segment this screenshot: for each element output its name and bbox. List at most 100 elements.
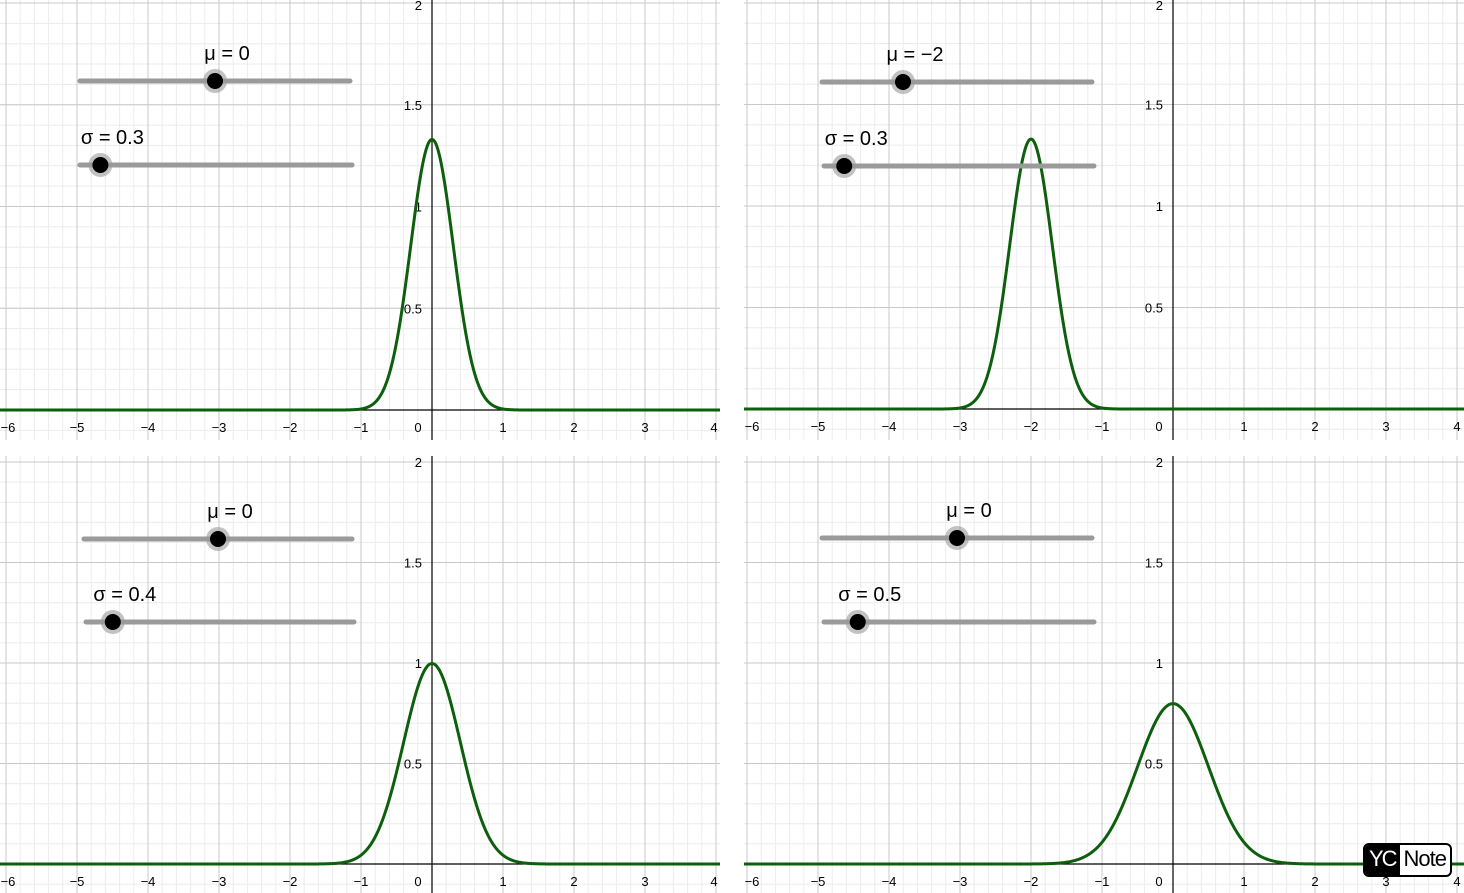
slider-knob[interactable]: [104, 614, 121, 630]
x-tick-label: 2: [1311, 874, 1318, 889]
x-tick-label: 0: [414, 874, 421, 889]
x-tick-label: −3: [953, 419, 968, 434]
graph-panel-top-left[interactable]: −6 −5 −4 −3 −2 −1 0 1 2 3 4 0.5 1 1.5 2 μ = 0 σ = 0.3: [0, 0, 720, 440]
y-tick-label: 2: [415, 0, 422, 13]
graph-svg: −6 −5 −4 −3 −2 −1 0 1 2 3 4 0.5 1 1.5 2 μ = 0 σ = 0.3: [0, 0, 720, 440]
normal-curve: [0, 137, 720, 412]
x-tick-label: −3: [953, 874, 968, 889]
x-tick-label: 0: [414, 420, 421, 435]
x-tick-label: −6: [1, 420, 16, 435]
x-tick-label: 4: [1453, 874, 1460, 889]
slider-knob[interactable]: [207, 73, 223, 89]
x-tick-label: 2: [570, 874, 577, 889]
x-tick-label: −1: [1095, 874, 1110, 889]
sigma-slider[interactable]: σ = 0.5: [821, 584, 1097, 634]
mu-slider[interactable]: μ = 0: [77, 43, 353, 93]
graph-svg: −6 −5 −4 −3 −2 −1 0 1 2 3 4 0.5 1 1.5 2 μ = 0 σ = 0.4: [0, 456, 720, 893]
slider-label: μ = 0: [204, 43, 249, 65]
x-tick-label: −5: [811, 874, 826, 889]
y-tick-label: 1.5: [404, 556, 422, 571]
x-tick-label: 0: [1155, 419, 1162, 434]
y-tick-label: 0.5: [1145, 301, 1163, 316]
x-tick-label: −2: [283, 420, 298, 435]
slider-knob[interactable]: [949, 530, 965, 546]
x-tick-label: −5: [70, 874, 85, 889]
y-tick-label: 1: [1156, 656, 1163, 671]
y-tick-label: 2: [415, 456, 422, 470]
mu-slider[interactable]: μ = 0: [819, 500, 1095, 550]
x-tick-label: 3: [641, 420, 648, 435]
y-tick-label: 2: [1156, 456, 1163, 470]
x-tick-label: 3: [1382, 419, 1389, 434]
x-tick-label: 4: [710, 874, 717, 889]
x-tick-label: −2: [283, 874, 298, 889]
x-tick-label: −6: [745, 874, 760, 889]
minor-grid: [0, 0, 720, 440]
sigma-slider[interactable]: σ = 0.3: [821, 128, 1097, 178]
x-tick-label: −1: [354, 420, 369, 435]
graph-panel-bottom-right[interactable]: −6 −5 −4 −3 −2 −1 0 1 2 3 4 0.5 1 1.5 2 μ = 0 σ = 0.5 YC…: [744, 456, 1464, 893]
x-tick-label: −4: [882, 419, 897, 434]
graph-svg: −6 −5 −4 −3 −2 −1 0 1 2 3 4 0.5 1 1.5 2 μ = −2 σ = 0.3: [744, 0, 1464, 440]
mu-slider[interactable]: μ = −2: [819, 44, 1095, 94]
y-tick-label: 0.5: [404, 757, 422, 772]
slider-knob[interactable]: [836, 158, 853, 174]
x-tick-label: 0: [1155, 874, 1162, 889]
minor-grid: [744, 456, 1464, 893]
y-tick-label: 1: [415, 656, 422, 671]
y-tick-label: 1.5: [1145, 98, 1163, 113]
y-tick-label: 1: [415, 200, 422, 215]
y-tick-label: 1.5: [1145, 556, 1163, 571]
slider-label: σ = 0.4: [93, 584, 156, 606]
graph-panel-bottom-left[interactable]: −6 −5 −4 −3 −2 −1 0 1 2 3 4 0.5 1 1.5 2 μ = 0 σ = 0.4: [0, 456, 720, 893]
major-grid: [744, 456, 1464, 893]
graph-svg: −6 −5 −4 −3 −2 −1 0 1 2 3 4 0.5 1 1.5 2 μ = 0 σ = 0.5: [744, 456, 1464, 893]
major-grid: [0, 0, 720, 440]
x-tick-label: −1: [1095, 419, 1110, 434]
major-grid: [744, 0, 1464, 440]
watermark-part-note: Note: [1403, 846, 1447, 871]
major-grid: [0, 456, 720, 893]
x-tick-label: 2: [1311, 419, 1318, 434]
x-tick-label: −6: [1, 874, 16, 889]
normal-curve: [0, 662, 720, 866]
x-tick-label: 3: [641, 874, 648, 889]
slider-knob[interactable]: [210, 531, 226, 547]
graph-panel-top-right[interactable]: −6 −5 −4 −3 −2 −1 0 1 2 3 4 0.5 1 1.5 2 μ = −2 σ = 0.3: [744, 0, 1464, 440]
x-tick-label: −6: [745, 419, 760, 434]
slider-label: σ = 0.3: [81, 127, 144, 149]
x-tick-label: −2: [1024, 874, 1039, 889]
x-tick-label: −4: [141, 874, 156, 889]
x-tick-label: −5: [70, 420, 85, 435]
slider-label: σ = 0.3: [825, 128, 888, 150]
y-tick-label: 2: [1156, 0, 1163, 13]
x-tick-label: 4: [1453, 419, 1460, 434]
x-tick-label: −4: [882, 874, 897, 889]
watermark-part-yc: YC: [1364, 845, 1400, 875]
x-tick-label: 1: [1240, 874, 1247, 889]
x-tick-label: −3: [212, 420, 227, 435]
slider-label: σ = 0.5: [838, 584, 901, 606]
x-tick-label: −4: [141, 420, 156, 435]
x-tick-label: −2: [1024, 419, 1039, 434]
mu-slider[interactable]: μ = 0: [81, 501, 355, 551]
x-tick-label: −3: [212, 874, 227, 889]
x-tick-label: 4: [710, 420, 717, 435]
x-tick-label: −1: [354, 874, 369, 889]
slider-knob[interactable]: [849, 614, 866, 630]
slider-knob[interactable]: [895, 74, 911, 90]
y-tick-label: 0.5: [404, 301, 422, 316]
slider-label: μ = 0: [207, 501, 252, 523]
watermark-logo: YC Note: [1362, 843, 1452, 877]
normal-curve: [744, 137, 1464, 411]
sigma-slider[interactable]: σ = 0.4: [83, 584, 357, 634]
slider-knob[interactable]: [92, 157, 109, 173]
y-tick-label: 1.5: [404, 98, 422, 113]
y-tick-label: 0.5: [1145, 757, 1163, 772]
normal-curve: [744, 702, 1464, 866]
sigma-slider[interactable]: σ = 0.3: [77, 127, 355, 177]
x-tick-label: 1: [499, 420, 506, 435]
x-tick-label: 1: [1240, 419, 1247, 434]
slider-label: μ = −2: [886, 44, 943, 66]
x-tick-label: 2: [570, 420, 577, 435]
